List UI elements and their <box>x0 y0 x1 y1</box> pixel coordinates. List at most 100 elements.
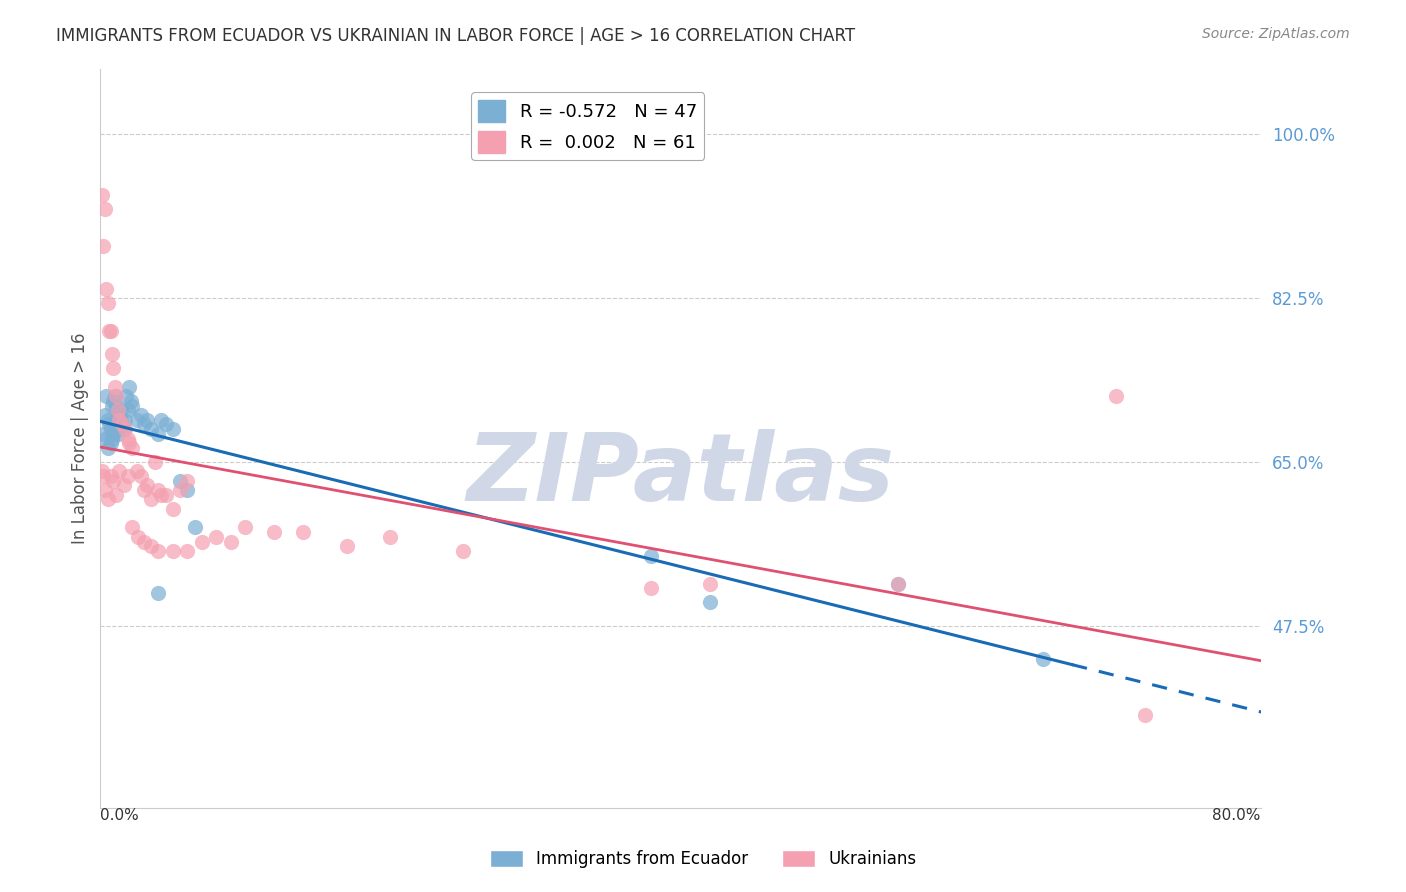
Point <box>120 394 142 409</box>
Legend: Immigrants from Ecuador, Ukrainians: Immigrants from Ecuador, Ukrainians <box>482 843 924 875</box>
Point <box>114 413 136 427</box>
Text: Source: ZipAtlas.com: Source: ZipAtlas.com <box>1202 27 1350 41</box>
Point <box>91 426 114 441</box>
Point <box>97 413 120 427</box>
Point <box>100 422 122 436</box>
Point <box>118 436 141 450</box>
Point <box>117 403 139 417</box>
Point <box>111 417 134 432</box>
Point <box>114 422 136 436</box>
Point <box>121 399 143 413</box>
Point <box>887 576 910 591</box>
Point <box>100 436 122 450</box>
Point <box>451 544 474 558</box>
Point <box>139 492 162 507</box>
Point <box>129 469 152 483</box>
Point <box>97 492 120 507</box>
Point <box>150 413 173 427</box>
Point <box>112 422 135 436</box>
Point <box>98 324 121 338</box>
Point <box>132 483 155 497</box>
Point <box>125 464 148 478</box>
Point <box>105 399 128 413</box>
Point <box>117 469 139 483</box>
Point <box>115 389 138 403</box>
Point <box>139 539 162 553</box>
Point <box>699 576 721 591</box>
Point <box>105 389 128 403</box>
Point <box>105 413 128 427</box>
Point <box>101 432 124 446</box>
Point <box>135 478 157 492</box>
Point <box>263 525 285 540</box>
Point <box>699 595 721 609</box>
Point <box>100 324 122 338</box>
Point <box>162 422 184 436</box>
Point <box>101 347 124 361</box>
Point <box>176 474 198 488</box>
Point <box>104 389 127 403</box>
Point <box>132 417 155 432</box>
Point <box>100 469 122 483</box>
Point <box>162 501 184 516</box>
Point <box>162 544 184 558</box>
Text: 80.0%: 80.0% <box>1212 808 1261 823</box>
Point <box>169 483 191 497</box>
Point <box>108 408 131 422</box>
Point <box>110 403 132 417</box>
Point <box>135 413 157 427</box>
Point <box>125 413 148 427</box>
Point <box>132 534 155 549</box>
Point <box>104 380 127 394</box>
Point <box>97 295 120 310</box>
Point <box>93 202 115 216</box>
Point <box>107 403 129 417</box>
Point <box>103 474 125 488</box>
Text: IMMIGRANTS FROM ECUADOR VS UKRAINIAN IN LABOR FORCE | AGE > 16 CORRELATION CHART: IMMIGRANTS FROM ECUADOR VS UKRAINIAN IN … <box>56 27 855 45</box>
Point <box>90 188 112 202</box>
Point <box>219 534 242 549</box>
Point <box>1032 651 1054 665</box>
Legend: R = -0.572   N = 47, R =  0.002   N = 61: R = -0.572 N = 47, R = 0.002 N = 61 <box>471 93 704 160</box>
Point <box>169 474 191 488</box>
Point <box>1104 389 1126 403</box>
Point <box>107 426 129 441</box>
Point <box>129 408 152 422</box>
Point <box>103 361 125 376</box>
Point <box>145 455 167 469</box>
Point <box>336 539 359 553</box>
Point <box>150 488 173 502</box>
Point <box>380 530 402 544</box>
Point <box>176 483 198 497</box>
Point <box>98 417 121 432</box>
Point <box>104 422 127 436</box>
Y-axis label: In Labor Force | Age > 16: In Labor Force | Age > 16 <box>72 333 89 544</box>
Point <box>91 239 114 253</box>
Point <box>103 426 125 441</box>
Point <box>93 483 115 497</box>
Point <box>148 586 170 600</box>
Point <box>155 417 177 432</box>
Point <box>90 464 112 478</box>
Point <box>111 417 134 432</box>
Point <box>97 441 120 455</box>
Point <box>121 520 143 534</box>
Point <box>235 520 257 534</box>
Point <box>191 534 214 549</box>
Point <box>148 483 170 497</box>
Text: 0.0%: 0.0% <box>100 808 139 823</box>
Point <box>205 530 228 544</box>
Point <box>148 426 170 441</box>
Point <box>94 282 117 296</box>
Point <box>121 441 143 455</box>
Point <box>155 488 177 502</box>
Point <box>1133 707 1156 722</box>
Point <box>94 389 117 403</box>
Point <box>112 478 135 492</box>
Point <box>176 544 198 558</box>
Point <box>110 413 132 427</box>
Point <box>118 380 141 394</box>
Point <box>640 582 662 596</box>
Point <box>640 549 662 563</box>
Point <box>93 432 115 446</box>
